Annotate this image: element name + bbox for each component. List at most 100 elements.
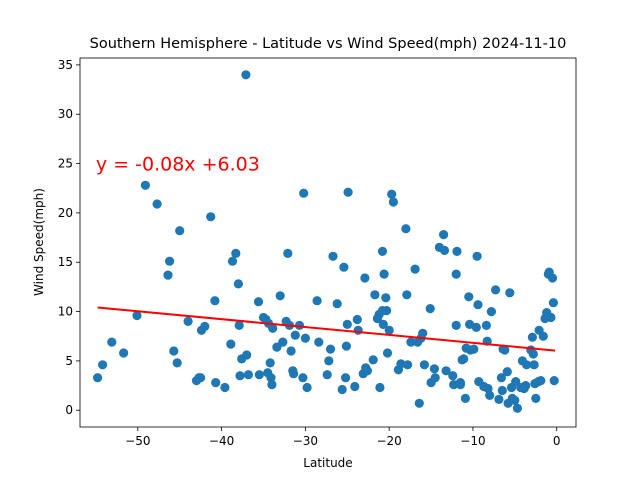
data-point: [491, 285, 501, 295]
data-point: [510, 395, 520, 405]
data-point: [342, 319, 352, 329]
data-point: [341, 373, 351, 383]
data-point: [451, 269, 461, 279]
x-tick-label: −20: [376, 434, 401, 448]
data-point: [402, 290, 412, 300]
x-axis-label: Latitude: [303, 456, 352, 470]
data-point: [227, 256, 238, 266]
data-point: [206, 212, 216, 222]
data-point: [283, 248, 293, 258]
x-tick-label: −10: [460, 434, 485, 448]
data-point: [538, 331, 548, 341]
y-axis: 0 5 10 15 20 25 30 35: [58, 58, 80, 417]
data-point: [375, 382, 385, 393]
data-point: [388, 197, 398, 207]
data-point: [220, 382, 230, 393]
data-point: [378, 319, 388, 329]
x-tick-label: 0: [553, 434, 561, 448]
data-point: [300, 333, 310, 343]
data-point: [183, 316, 193, 326]
data-point: [278, 337, 288, 347]
data-point: [471, 322, 481, 332]
regression-line: [97, 306, 556, 352]
data-point: [452, 246, 462, 256]
data-point: [500, 345, 510, 355]
y-tick-label: 25: [58, 157, 73, 171]
data-point: [382, 348, 393, 358]
data-point: [211, 378, 221, 388]
data-point: [339, 262, 349, 272]
data-point: [360, 273, 370, 283]
data-point: [172, 358, 182, 368]
y-tick-label: 20: [58, 206, 73, 220]
x-axis: −50 −40 −30 −20 −10 0: [125, 427, 561, 448]
data-point: [419, 360, 429, 370]
data-point: [254, 370, 264, 380]
plot-area: [93, 70, 559, 413]
data-point: [243, 370, 253, 380]
data-point: [406, 337, 416, 347]
data-point: [200, 321, 210, 331]
data-point: [448, 371, 458, 381]
data-point: [494, 394, 504, 404]
data-point: [312, 296, 322, 306]
data-point: [324, 356, 334, 366]
data-point: [267, 380, 277, 390]
data-point: [529, 360, 539, 370]
y-tick-label: 0: [65, 403, 73, 417]
y-tick-label: 15: [58, 255, 73, 269]
data-point: [231, 248, 241, 258]
data-point: [414, 398, 424, 408]
y-tick-label: 10: [58, 305, 73, 319]
data-point: [299, 188, 309, 198]
data-point: [547, 273, 558, 283]
data-point: [152, 199, 162, 209]
chart-title: Southern Hemisphere - Latitude vs Wind S…: [90, 36, 567, 52]
data-point: [473, 300, 483, 310]
data-point: [314, 337, 324, 347]
data-point: [235, 371, 245, 381]
data-point: [234, 320, 244, 330]
data-point: [210, 296, 220, 306]
data-point: [298, 373, 308, 383]
data-point: [451, 320, 461, 330]
data-point: [362, 366, 372, 376]
data-point: [353, 325, 363, 335]
data-point: [163, 270, 173, 280]
data-point: [469, 344, 479, 354]
data-point: [196, 373, 206, 383]
data-point: [441, 366, 451, 376]
data-point: [107, 337, 117, 347]
data-point: [241, 70, 251, 80]
data-point: [268, 323, 278, 333]
data-point: [290, 330, 300, 340]
data-point: [119, 348, 129, 358]
data-point: [265, 358, 275, 368]
data-point: [332, 299, 342, 309]
data-point: [430, 373, 440, 383]
data-point: [505, 288, 515, 298]
data-point: [512, 403, 523, 413]
data-point: [483, 383, 493, 394]
plot-frame: [79, 57, 577, 428]
data-point: [387, 189, 397, 199]
data-point: [496, 373, 506, 383]
data-point: [521, 381, 531, 391]
y-tick-label: 5: [65, 354, 73, 368]
data-point: [546, 312, 556, 323]
data-point: [253, 297, 264, 307]
data-point: [302, 382, 312, 393]
data-point: [368, 355, 378, 365]
data-point: [165, 256, 175, 266]
data-point: [350, 381, 360, 392]
data-point: [410, 264, 420, 274]
data-point: [429, 364, 439, 374]
data-point: [439, 245, 450, 255]
data-point: [522, 360, 532, 370]
data-point: [169, 346, 179, 356]
data-point: [531, 393, 541, 403]
y-tick-label: 30: [58, 107, 73, 121]
data-point: [403, 360, 413, 370]
data-point: [472, 251, 482, 261]
data-point: [381, 293, 391, 303]
